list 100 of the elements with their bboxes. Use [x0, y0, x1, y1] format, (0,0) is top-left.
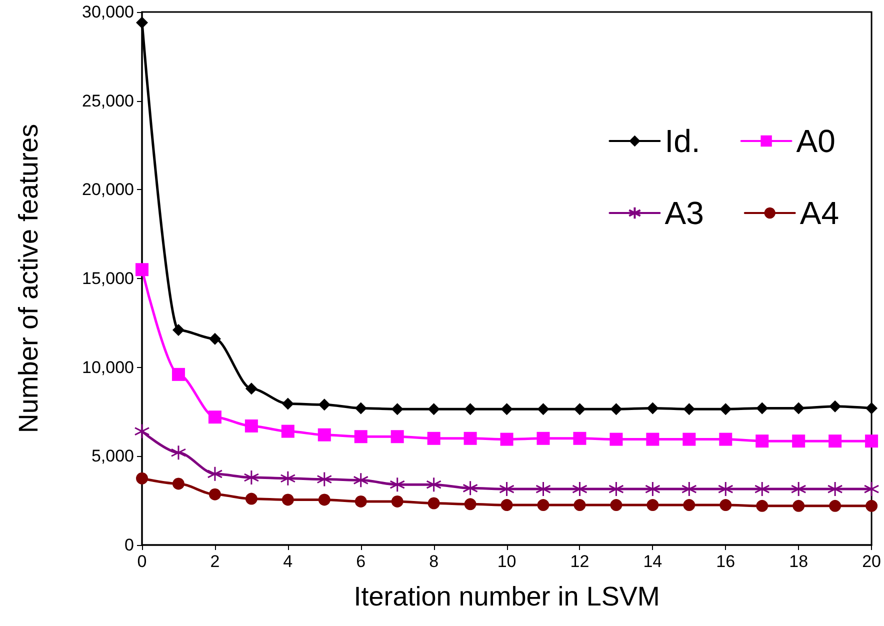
x-tick-label: 16 [716, 552, 736, 571]
point [718, 481, 734, 497]
point [136, 472, 148, 484]
point [245, 382, 258, 395]
point [864, 481, 880, 497]
y-tick-label: 10,000 [82, 358, 134, 377]
legend-label: A0 [796, 123, 836, 159]
point [428, 497, 440, 510]
point [866, 500, 878, 512]
point [610, 432, 623, 446]
point [462, 480, 478, 496]
point [866, 402, 878, 414]
y-tick-label: 5,000 [91, 446, 134, 466]
point [720, 403, 732, 416]
point [610, 499, 622, 512]
point [499, 481, 515, 497]
y-tick-label: 30,000 [82, 2, 134, 22]
point [756, 402, 768, 414]
x-tick-label: 18 [789, 552, 808, 571]
point [172, 324, 184, 336]
point [391, 403, 404, 416]
point [682, 432, 696, 446]
point [610, 403, 622, 416]
point [136, 16, 148, 29]
point [208, 332, 221, 345]
point [354, 495, 367, 508]
y-tick-label: 20,000 [82, 180, 134, 200]
point [316, 472, 332, 488]
point [827, 481, 843, 497]
point [792, 434, 806, 448]
point [500, 432, 514, 446]
point [172, 368, 185, 381]
point [426, 476, 442, 492]
x-axis-title: Iteration number in LSVM [354, 582, 660, 612]
legend-label: A3 [664, 195, 704, 231]
x-tick-label: 20 [862, 552, 882, 571]
x-tick-label: 12 [570, 552, 590, 571]
point [536, 481, 551, 497]
x-tick-label: 14 [643, 552, 662, 571]
point [208, 410, 222, 424]
point [282, 494, 294, 506]
point [428, 403, 440, 416]
point [644, 481, 660, 497]
point [792, 402, 805, 414]
point [574, 499, 586, 512]
point [464, 432, 477, 445]
point [608, 481, 624, 497]
point [573, 432, 586, 445]
point [282, 398, 294, 410]
point [754, 481, 770, 497]
point [756, 434, 769, 448]
point [681, 481, 697, 497]
point [391, 495, 404, 508]
point [427, 432, 440, 445]
point [536, 432, 550, 445]
point [353, 472, 369, 488]
point [719, 432, 732, 446]
point [464, 498, 476, 510]
point [865, 434, 878, 448]
point [829, 500, 842, 512]
point [281, 424, 294, 438]
point [208, 488, 221, 500]
point [244, 419, 258, 432]
y-tick-label: 25,000 [82, 91, 134, 110]
legend-label: Id. [664, 123, 700, 159]
point [829, 400, 842, 412]
y-axis-title: Number of active features [14, 124, 44, 434]
point [318, 428, 331, 442]
point [720, 499, 732, 512]
x-tick-label: 4 [283, 552, 293, 571]
point [318, 494, 330, 506]
point [537, 499, 550, 512]
point [354, 430, 368, 444]
x-tick-label: 0 [137, 552, 147, 571]
point [390, 476, 406, 492]
point [207, 466, 223, 482]
point [464, 403, 476, 416]
point [170, 444, 186, 460]
point [756, 500, 768, 512]
y-tick-label: 0 [124, 536, 134, 554]
point [572, 481, 588, 497]
x-tick-label: 6 [356, 552, 366, 571]
legend-label: A4 [800, 195, 839, 231]
x-tick-label: 8 [429, 552, 439, 571]
point [136, 263, 148, 276]
point [828, 434, 842, 448]
point [790, 481, 806, 497]
point [500, 403, 513, 416]
point [646, 402, 659, 414]
point [500, 499, 513, 512]
point [646, 432, 660, 446]
point [574, 403, 586, 416]
point [683, 403, 696, 416]
point [792, 500, 805, 512]
point [134, 424, 150, 440]
x-tick-label: 2 [210, 552, 220, 571]
point [646, 499, 659, 512]
point [390, 430, 404, 444]
point [245, 492, 258, 505]
point [244, 470, 260, 486]
